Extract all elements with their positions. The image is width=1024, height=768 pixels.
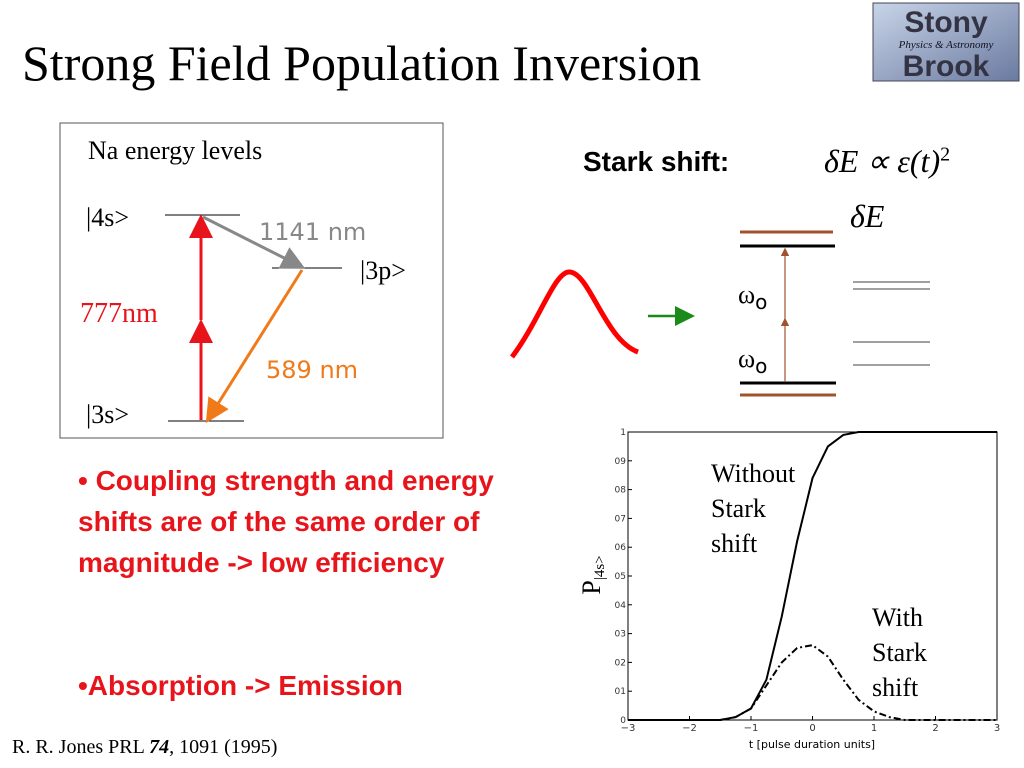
omega-sub: o — [755, 290, 768, 315]
level-label: |3p> — [360, 256, 406, 285]
omega-label: ωo — [738, 280, 767, 314]
transition-label: 589 nm — [266, 356, 359, 384]
y-tick-label: 03 — [615, 630, 626, 640]
y-tick-label: 06 — [615, 543, 627, 553]
logo-bottom: Brook — [903, 50, 990, 83]
reference-rest: , 1091 (1995) — [169, 736, 278, 758]
x-tick-label: −2 — [682, 723, 697, 734]
omega: ω — [738, 280, 756, 309]
stark-diagram — [510, 230, 930, 397]
chart: t [pulse duration units] P|4s> 001020304… — [577, 428, 1000, 751]
annotation: With Stark shift — [872, 603, 927, 702]
bullet: • Coupling strength and energy shifts ar… — [78, 465, 494, 578]
y-axis-label: P|4s> — [577, 555, 608, 594]
x-tick-label: −3 — [621, 723, 636, 734]
y-tick-label: 02 — [615, 658, 626, 668]
y-tick-label: 08 — [615, 486, 627, 496]
bullet: •Absorption -> Emission — [78, 670, 403, 701]
level-label: |3s> — [86, 400, 129, 429]
reference-authors: R. R. Jones PRL — [12, 736, 150, 758]
y-tick-label: 04 — [615, 601, 627, 611]
omega-sub: o — [755, 354, 768, 379]
formula-exponent: 2 — [940, 143, 951, 166]
data-line — [628, 644, 997, 721]
y-tick-label: 1 — [620, 428, 626, 438]
transition-label: 1141 nm — [259, 218, 367, 246]
slide-title: Strong Field Population Inversion — [22, 35, 702, 91]
y-tick-label: 01 — [615, 687, 626, 697]
x-axis-label: t [pulse duration units] — [749, 738, 875, 751]
logo: Stony Physics & Astronomy Brook — [872, 2, 1020, 83]
y-tick-label: 07 — [615, 514, 626, 524]
y-tick-label: 09 — [615, 457, 627, 467]
transition-label: 777nm — [80, 298, 158, 329]
energy-diagram — [59, 122, 444, 439]
diagram-heading: Na energy levels — [88, 136, 263, 165]
logo-middle: Physics & Astronomy — [898, 39, 994, 51]
x-tick-label: 2 — [932, 723, 938, 734]
formula: δE ∝ ε(t)2 — [824, 142, 950, 180]
y-axis-label-sub: |4s> — [592, 555, 608, 580]
omega-label: ωo — [738, 344, 767, 378]
formula-body: δE ∝ ε(t) — [824, 143, 941, 179]
y-axis-label-main: P — [577, 580, 606, 594]
stark-label: Stark shift: — [583, 146, 730, 177]
shift-label: δE — [850, 198, 885, 234]
x-tick-label: −1 — [744, 723, 759, 734]
logo-top: Stony — [904, 6, 988, 39]
x-tick-label: 3 — [994, 723, 1000, 734]
level-label: |4s> — [86, 203, 129, 232]
y-tick-label: 05 — [615, 572, 626, 582]
x-tick-label: 1 — [871, 723, 877, 734]
annotation: Without Stark shift — [711, 459, 796, 558]
y-tick-label: 0 — [620, 716, 626, 726]
omega: ω — [738, 344, 756, 373]
x-tick-label: 0 — [809, 723, 815, 734]
reference: R. R. Jones PRL 74, 1091 (1995) — [12, 736, 277, 759]
reference-volume: 74 — [149, 736, 170, 758]
